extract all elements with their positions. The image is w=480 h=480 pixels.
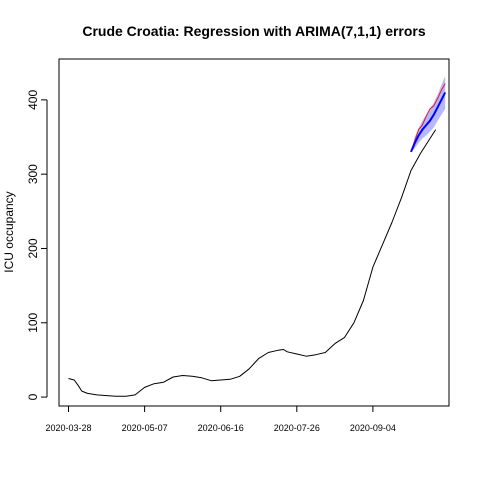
y-tick-label: 300: [26, 164, 40, 184]
x-tick-label: 2020-05-07: [122, 423, 168, 433]
y-axis-label: ICU occupancy: [2, 191, 16, 272]
y-tick-label: 0: [26, 393, 40, 400]
x-tick-label: 2020-09-04: [350, 423, 396, 433]
y-tick-label: 200: [26, 238, 40, 258]
y-tick-label: 400: [26, 90, 40, 110]
x-tick-label: 2020-03-28: [45, 423, 91, 433]
y-tick-label: 100: [26, 312, 40, 332]
x-tick-label: 2020-07-26: [274, 423, 320, 433]
chart-title: Crude Croatia: Regression with ARIMA(7,1…: [82, 23, 426, 39]
x-tick-label: 2020-06-16: [198, 423, 244, 433]
